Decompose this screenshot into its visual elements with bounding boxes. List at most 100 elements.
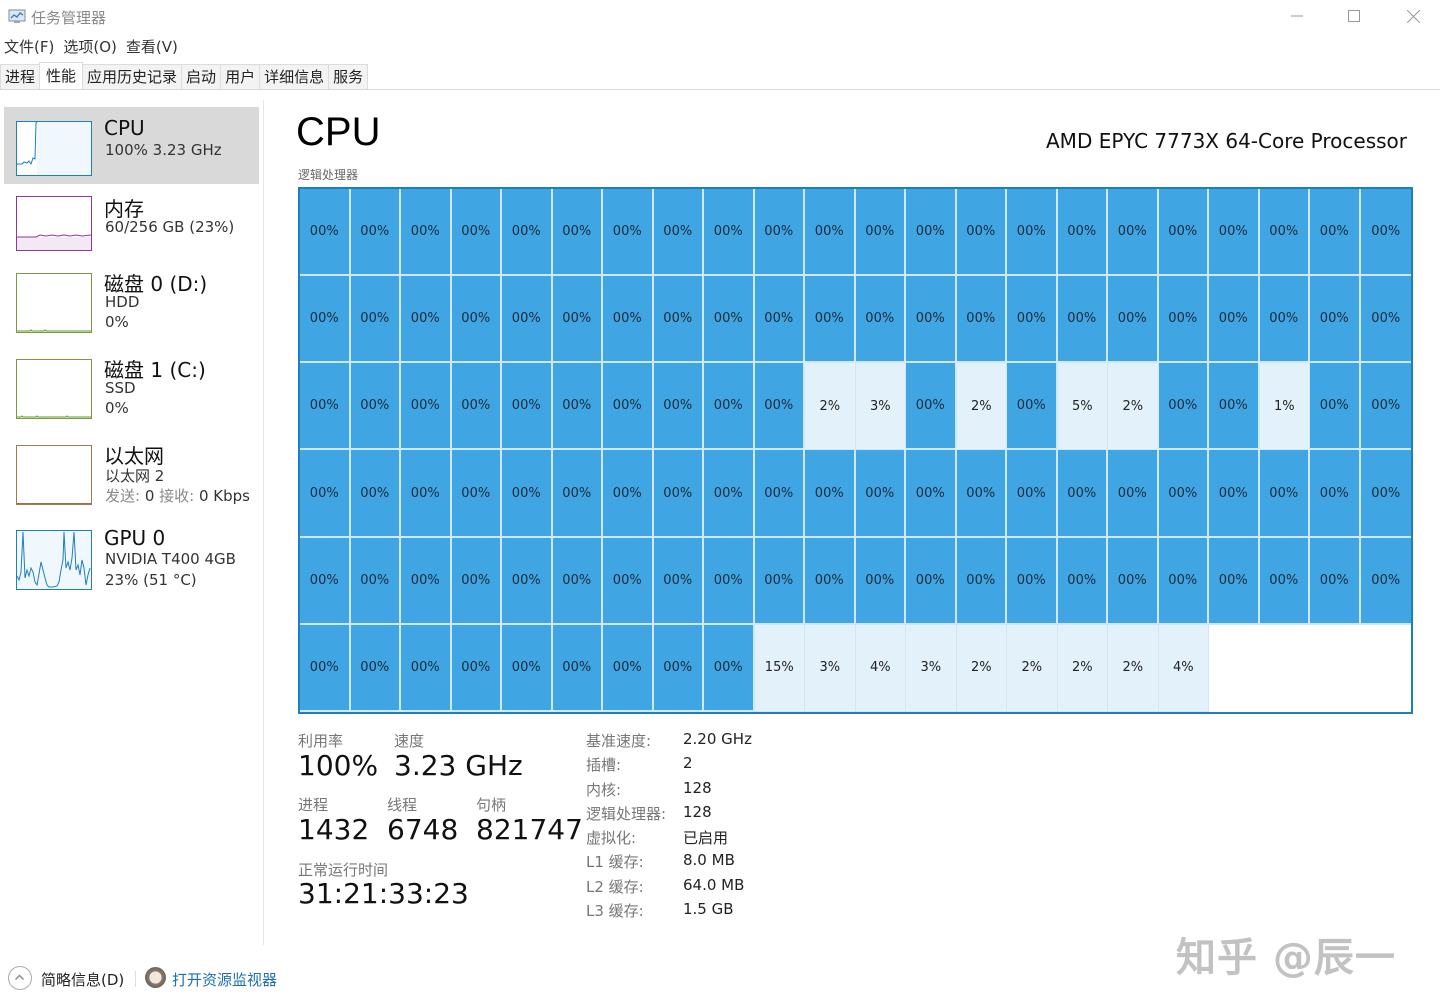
cpu-core-cell: 00% [906,450,957,538]
cpu-core-cell: 00% [1158,537,1209,625]
tab-services[interactable]: 服务 [328,64,369,89]
cpu-core-cell: 00% [401,189,452,277]
cpu-core-cell: 00% [552,624,603,712]
cpu-core-cell: 00% [350,276,401,364]
minimize-button[interactable] [1268,0,1326,32]
cpu-core-cell: 00% [300,363,351,451]
sidebar-item-cpu[interactable]: CPU 100% 3.23 GHz [4,107,259,184]
cpu-core-cell: 00% [1108,276,1159,364]
processes-value: 1432 [298,813,370,846]
cpu-core-cell [1259,624,1310,712]
cpu-core-cell: 00% [1057,276,1108,364]
cpu-core-cell: 00% [1057,189,1108,277]
cpu-core-cell: 00% [1158,363,1209,451]
ethernet-mini-graph [16,445,92,505]
gpu-label: GPU 0 [104,526,166,550]
cpu-core-cell: 00% [704,189,755,277]
tab-processes[interactable]: 进程 [0,64,41,89]
disk1-label: 磁盘 1 (C:) [104,358,206,382]
cpu-core-cell: 00% [855,537,906,625]
cpu-core-cell: 00% [1360,537,1411,625]
cpu-core-cell: 00% [653,624,704,712]
cpu-core-cell: 2% [805,363,856,451]
cpu-core-cell [1209,624,1260,712]
tab-startup[interactable]: 启动 [181,64,222,89]
cpu-core-cell: 00% [805,537,856,625]
close-button[interactable] [1384,0,1440,32]
cpu-core-cell: 00% [1310,189,1361,277]
base-speed-value: 2.20 GHz [683,730,752,748]
cpu-core-cell: 00% [906,276,957,364]
cpu-core-cell: 3% [855,363,906,451]
cpu-core-cell: 00% [704,624,755,712]
cpu-core-cell: 00% [401,363,452,451]
tab-users[interactable]: 用户 [220,64,261,89]
utilization-value: 100% [298,749,379,782]
gpu-mini-graph [16,530,92,590]
cpu-core-cell [1360,624,1411,712]
cpu-core-cell: 00% [1259,276,1310,364]
sidebar-item-disk1[interactable]: 磁盘 1 (C:) SSD 0% [4,347,259,424]
cpu-core-cell: 00% [451,276,502,364]
cpu-core-cell: 00% [1158,450,1209,538]
sidebar-item-disk0[interactable]: 磁盘 0 (D:) HDD 0% [4,261,259,338]
cpu-core-cell: 00% [300,450,351,538]
menu-view[interactable]: 查看(V) [125,38,178,56]
cpu-core-cell: 00% [350,450,401,538]
sidebar-item-gpu[interactable]: GPU 0 NVIDIA T400 4GB 23% (51 °C) [4,519,259,596]
cpu-core-cell: 00% [1310,450,1361,538]
cpu-core-cell: 00% [502,276,553,364]
cpu-core-cell: 00% [603,363,654,451]
cpu-core-cell: 00% [754,363,805,451]
maximize-button[interactable] [1325,0,1383,32]
fewer-details-link[interactable]: 简略信息(D) [41,971,125,989]
cpu-core-cell: 00% [300,189,351,277]
cpu-core-cell: 00% [401,624,452,712]
cpu-core-cell: 00% [704,363,755,451]
menu-file[interactable]: 文件(F) [4,38,55,56]
cpu-core-cell: 00% [1108,537,1159,625]
close-icon [1406,9,1420,23]
speed-label: 速度 [394,732,425,750]
ethernet-throughput: 发送: 0 接收: 0 Kbps [105,485,250,506]
resource-monitor-icon [145,967,166,988]
tab-app-history[interactable]: 应用历史记录 [82,64,183,89]
collapse-button[interactable] [8,966,32,990]
sockets-label: 插槽: [586,756,622,774]
task-manager-app-icon [8,9,26,23]
logical-processor-grid: 00% 00% 00% 00% 00% 00% 00% 00% 00% 00% 00% 00% 00% 0… [298,187,1413,714]
cpu-core-cell: 2% [1108,624,1159,712]
cpu-core-cell: 00% [1007,189,1058,277]
cpu-core-cell: 3% [906,624,957,712]
cpu-core-cell: 00% [603,537,654,625]
virtualization-label: 虚拟化: [586,829,637,847]
tab-details[interactable]: 详细信息 [259,64,330,89]
cpu-core-cell: 00% [350,537,401,625]
l1-cache-value: 8.0 MB [683,851,735,869]
cpu-core-cell: 00% [1360,363,1411,451]
menu-options[interactable]: 选项(O) [63,38,117,56]
sidebar-item-ethernet[interactable]: 以太网 以太网 2 发送: 0 接收: 0 Kbps [4,433,259,510]
processor-name: AMD EPYC 7773X 64-Core Processor [1046,129,1407,153]
memory-label: 内存 [104,197,144,221]
tab-performance[interactable]: 性能 [39,62,84,89]
cpu-core-cell: 00% [1007,363,1058,451]
cpu-core-cell: 00% [451,537,502,625]
cpu-core-cell: 00% [300,624,351,712]
send-value: 0 [140,487,160,505]
cpu-core-cell: 00% [855,276,906,364]
cpu-core-cell: 2% [1108,363,1159,451]
tab-bar: 进程 性能 应用历史记录 启动 用户 详细信息 服务 [0,62,1440,90]
uptime-label: 正常运行时间 [298,861,389,879]
cpu-core-cell: 00% [1259,450,1310,538]
cpu-core-cell: 00% [1057,450,1108,538]
sockets-value: 2 [683,754,693,772]
sidebar-item-memory[interactable]: 内存 60/256 GB (23%) [4,184,259,261]
cpu-core-cell: 00% [401,537,452,625]
open-resource-monitor-link[interactable]: 打开资源监视器 [172,971,278,989]
cpu-core-cell: 00% [1259,537,1310,625]
cpu-core-cell: 1% [1259,363,1310,451]
cpu-core-cell: 4% [1158,624,1209,712]
handles-value: 821747 [476,813,583,846]
disk0-mini-graph [16,273,92,333]
